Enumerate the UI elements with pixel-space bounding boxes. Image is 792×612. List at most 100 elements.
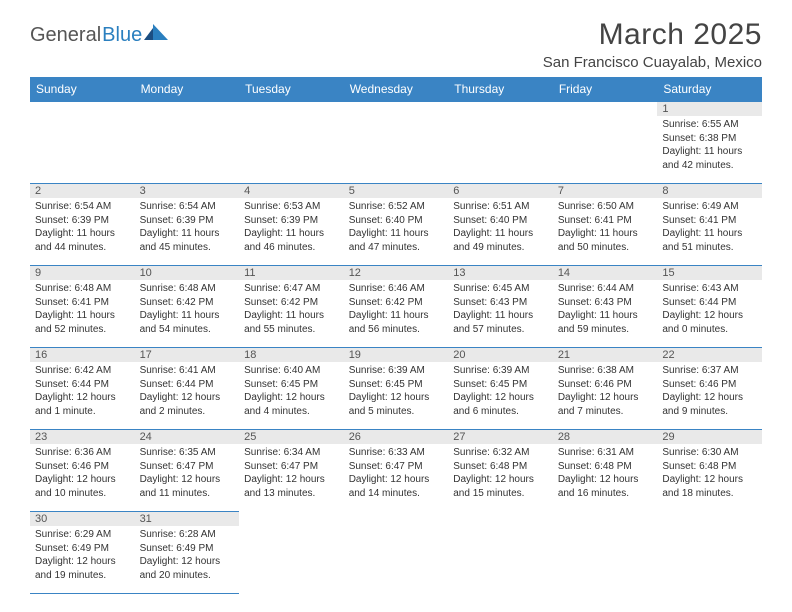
calendar-cell: 9Sunrise: 6:48 AMSunset: 6:41 PMDaylight… xyxy=(30,266,135,348)
sunset-line: Sunset: 6:47 PM xyxy=(244,460,339,474)
day-number: 18 xyxy=(239,348,344,362)
sunrise-line: Sunrise: 6:46 AM xyxy=(349,282,444,296)
daylight-line: Daylight: 12 hours and 6 minutes. xyxy=(453,391,548,418)
sunset-line: Sunset: 6:40 PM xyxy=(453,214,548,228)
calendar-cell: 28Sunrise: 6:31 AMSunset: 6:48 PMDayligh… xyxy=(553,430,658,512)
day-number: 12 xyxy=(344,266,449,280)
daylight-line: Daylight: 12 hours and 19 minutes. xyxy=(35,555,130,582)
sunset-line: Sunset: 6:45 PM xyxy=(244,378,339,392)
daylight-line: Daylight: 12 hours and 7 minutes. xyxy=(558,391,653,418)
calendar-cell xyxy=(344,512,449,594)
sunset-line: Sunset: 6:42 PM xyxy=(244,296,339,310)
location-label: San Francisco Cuayalab, Mexico xyxy=(543,54,762,71)
day-number: 5 xyxy=(344,184,449,198)
sunset-line: Sunset: 6:47 PM xyxy=(349,460,444,474)
day-details: Sunrise: 6:36 AMSunset: 6:46 PMDaylight:… xyxy=(30,444,135,502)
sunset-line: Sunset: 6:39 PM xyxy=(244,214,339,228)
day-details: Sunrise: 6:29 AMSunset: 6:49 PMDaylight:… xyxy=(30,526,135,584)
sunrise-line: Sunrise: 6:36 AM xyxy=(35,446,130,460)
calendar-cell: 23Sunrise: 6:36 AMSunset: 6:46 PMDayligh… xyxy=(30,430,135,512)
sunrise-line: Sunrise: 6:31 AM xyxy=(558,446,653,460)
day-details: Sunrise: 6:47 AMSunset: 6:42 PMDaylight:… xyxy=(239,280,344,338)
day-number: 22 xyxy=(657,348,762,362)
sunset-line: Sunset: 6:38 PM xyxy=(662,132,757,146)
sunrise-line: Sunrise: 6:43 AM xyxy=(662,282,757,296)
calendar-cell: 14Sunrise: 6:44 AMSunset: 6:43 PMDayligh… xyxy=(553,266,658,348)
sunrise-line: Sunrise: 6:40 AM xyxy=(244,364,339,378)
logo: General Blue xyxy=(30,24,170,47)
weekday-header: Monday xyxy=(135,77,240,102)
calendar-cell: 12Sunrise: 6:46 AMSunset: 6:42 PMDayligh… xyxy=(344,266,449,348)
sunset-line: Sunset: 6:43 PM xyxy=(558,296,653,310)
sunset-line: Sunset: 6:46 PM xyxy=(558,378,653,392)
calendar-cell xyxy=(239,102,344,184)
day-details: Sunrise: 6:44 AMSunset: 6:43 PMDaylight:… xyxy=(553,280,658,338)
sunrise-line: Sunrise: 6:32 AM xyxy=(453,446,548,460)
weekday-header: Sunday xyxy=(30,77,135,102)
day-number: 11 xyxy=(239,266,344,280)
day-details: Sunrise: 6:49 AMSunset: 6:41 PMDaylight:… xyxy=(657,198,762,256)
day-details: Sunrise: 6:54 AMSunset: 6:39 PMDaylight:… xyxy=(30,198,135,256)
calendar-cell: 31Sunrise: 6:28 AMSunset: 6:49 PMDayligh… xyxy=(135,512,240,594)
sunset-line: Sunset: 6:49 PM xyxy=(140,542,235,556)
sunrise-line: Sunrise: 6:54 AM xyxy=(140,200,235,214)
day-number: 8 xyxy=(657,184,762,198)
day-number: 13 xyxy=(448,266,553,280)
calendar-cell xyxy=(344,102,449,184)
day-details: Sunrise: 6:52 AMSunset: 6:40 PMDaylight:… xyxy=(344,198,449,256)
daylight-line: Daylight: 12 hours and 0 minutes. xyxy=(662,309,757,336)
calendar-cell xyxy=(30,102,135,184)
sunset-line: Sunset: 6:40 PM xyxy=(349,214,444,228)
calendar-row: 23Sunrise: 6:36 AMSunset: 6:46 PMDayligh… xyxy=(30,430,762,512)
calendar-cell: 16Sunrise: 6:42 AMSunset: 6:44 PMDayligh… xyxy=(30,348,135,430)
sunset-line: Sunset: 6:42 PM xyxy=(140,296,235,310)
calendar-row: 30Sunrise: 6:29 AMSunset: 6:49 PMDayligh… xyxy=(30,512,762,594)
day-details: Sunrise: 6:28 AMSunset: 6:49 PMDaylight:… xyxy=(135,526,240,584)
day-number: 2 xyxy=(30,184,135,198)
calendar-cell xyxy=(553,512,658,594)
day-details: Sunrise: 6:54 AMSunset: 6:39 PMDaylight:… xyxy=(135,198,240,256)
sunrise-line: Sunrise: 6:38 AM xyxy=(558,364,653,378)
day-number: 21 xyxy=(553,348,658,362)
sunset-line: Sunset: 6:46 PM xyxy=(35,460,130,474)
weekday-header: Tuesday xyxy=(239,77,344,102)
sunset-line: Sunset: 6:47 PM xyxy=(140,460,235,474)
calendar-cell: 18Sunrise: 6:40 AMSunset: 6:45 PMDayligh… xyxy=(239,348,344,430)
day-details: Sunrise: 6:35 AMSunset: 6:47 PMDaylight:… xyxy=(135,444,240,502)
daylight-line: Daylight: 12 hours and 9 minutes. xyxy=(662,391,757,418)
day-details: Sunrise: 6:45 AMSunset: 6:43 PMDaylight:… xyxy=(448,280,553,338)
daylight-line: Daylight: 12 hours and 5 minutes. xyxy=(349,391,444,418)
sunset-line: Sunset: 6:48 PM xyxy=(558,460,653,474)
sunrise-line: Sunrise: 6:49 AM xyxy=(662,200,757,214)
sunrise-line: Sunrise: 6:28 AM xyxy=(140,528,235,542)
day-details: Sunrise: 6:50 AMSunset: 6:41 PMDaylight:… xyxy=(553,198,658,256)
sunrise-line: Sunrise: 6:37 AM xyxy=(662,364,757,378)
day-number: 19 xyxy=(344,348,449,362)
daylight-line: Daylight: 11 hours and 46 minutes. xyxy=(244,227,339,254)
day-details: Sunrise: 6:34 AMSunset: 6:47 PMDaylight:… xyxy=(239,444,344,502)
calendar-cell: 25Sunrise: 6:34 AMSunset: 6:47 PMDayligh… xyxy=(239,430,344,512)
sunrise-line: Sunrise: 6:41 AM xyxy=(140,364,235,378)
sunrise-line: Sunrise: 6:52 AM xyxy=(349,200,444,214)
calendar-cell: 4Sunrise: 6:53 AMSunset: 6:39 PMDaylight… xyxy=(239,184,344,266)
sunset-line: Sunset: 6:42 PM xyxy=(349,296,444,310)
sunset-line: Sunset: 6:44 PM xyxy=(35,378,130,392)
sunset-line: Sunset: 6:48 PM xyxy=(453,460,548,474)
sunrise-line: Sunrise: 6:45 AM xyxy=(453,282,548,296)
sunrise-line: Sunrise: 6:42 AM xyxy=(35,364,130,378)
day-details: Sunrise: 6:55 AMSunset: 6:38 PMDaylight:… xyxy=(657,116,762,174)
sunrise-line: Sunrise: 6:33 AM xyxy=(349,446,444,460)
calendar-cell: 26Sunrise: 6:33 AMSunset: 6:47 PMDayligh… xyxy=(344,430,449,512)
weekday-header: Saturday xyxy=(657,77,762,102)
sunrise-line: Sunrise: 6:50 AM xyxy=(558,200,653,214)
weekday-header: Wednesday xyxy=(344,77,449,102)
day-number: 7 xyxy=(553,184,658,198)
calendar-cell: 29Sunrise: 6:30 AMSunset: 6:48 PMDayligh… xyxy=(657,430,762,512)
day-number: 30 xyxy=(30,512,135,526)
daylight-line: Daylight: 11 hours and 50 minutes. xyxy=(558,227,653,254)
daylight-line: Daylight: 11 hours and 42 minutes. xyxy=(662,145,757,172)
daylight-line: Daylight: 12 hours and 15 minutes. xyxy=(453,473,548,500)
sunset-line: Sunset: 6:48 PM xyxy=(662,460,757,474)
day-details: Sunrise: 6:37 AMSunset: 6:46 PMDaylight:… xyxy=(657,362,762,420)
calendar-cell: 1Sunrise: 6:55 AMSunset: 6:38 PMDaylight… xyxy=(657,102,762,184)
